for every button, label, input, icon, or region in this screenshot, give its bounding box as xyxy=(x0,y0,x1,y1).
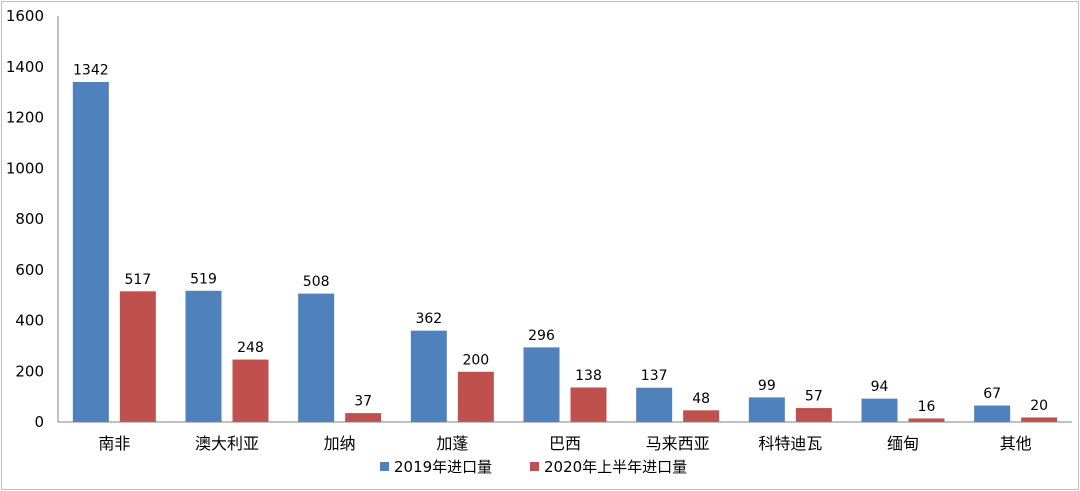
data-label: 519 xyxy=(190,271,217,287)
y-tick-label: 800 xyxy=(15,210,44,228)
legend-entry: 2020年上半年进口量 xyxy=(544,458,687,476)
x-tick-label: 马来西亚 xyxy=(646,434,710,453)
data-label: 1342 xyxy=(73,62,109,78)
data-label: 248 xyxy=(237,340,264,356)
x-axis: 南非 澳大利亚 加纳 加蓬 巴西 马来西亚 科特迪瓦 缅甸 其他 xyxy=(58,421,1072,453)
legend-entry: 2019年进口量 xyxy=(394,458,492,476)
bar-2019 xyxy=(747,396,786,423)
bar-2020h1 xyxy=(456,370,495,423)
x-tick-label: 巴西 xyxy=(549,434,581,453)
y-tick-label: 1000 xyxy=(6,159,44,177)
x-tick-label: 加纳 xyxy=(324,434,356,453)
y-tick-label: 400 xyxy=(15,312,44,330)
bar-2020h1 xyxy=(118,290,157,423)
bar-2020h1 xyxy=(1020,416,1059,423)
y-tick-label: 1200 xyxy=(6,109,44,127)
data-label: 517 xyxy=(124,272,151,288)
legend-swatch xyxy=(530,462,539,471)
data-label: 67 xyxy=(983,386,1001,402)
y-tick-label: 600 xyxy=(15,261,44,279)
data-label: 48 xyxy=(692,391,710,407)
y-tick-label: 200 xyxy=(15,362,44,380)
bar-2019 xyxy=(297,292,336,423)
y-tick-label: 0 xyxy=(34,413,44,431)
data-label: 37 xyxy=(354,394,372,410)
x-tick-label: 缅甸 xyxy=(887,434,919,453)
y-axis: 0 200 400 600 800 1000 1200 1400 1600 xyxy=(6,7,59,431)
data-label: 508 xyxy=(303,274,330,290)
data-label: 138 xyxy=(575,368,602,384)
bar-2020h1 xyxy=(344,412,383,423)
bar-2019 xyxy=(184,289,223,423)
data-label: 200 xyxy=(462,352,489,368)
y-tick-label: 1400 xyxy=(6,58,44,76)
bar-2020h1 xyxy=(569,386,608,423)
data-label: 137 xyxy=(641,368,668,384)
data-label: 99 xyxy=(758,378,776,394)
bar-2020h1 xyxy=(231,358,270,423)
data-label: 16 xyxy=(918,399,936,415)
legend-swatch xyxy=(380,462,389,471)
data-label: 362 xyxy=(415,311,442,327)
data-label: 57 xyxy=(805,389,823,405)
bar-2019 xyxy=(635,386,674,423)
bar-2020h1 xyxy=(682,409,721,423)
data-label: 296 xyxy=(528,328,555,344)
bar-2020h1 xyxy=(794,407,833,423)
data-label: 94 xyxy=(871,379,889,395)
legend: 2019年进口量 2020年上半年进口量 xyxy=(380,458,687,476)
bar-2019 xyxy=(522,346,561,423)
bar-2019 xyxy=(973,404,1012,423)
x-tick-label: 澳大利亚 xyxy=(195,434,259,453)
bar-2019 xyxy=(409,329,448,423)
y-tick-label: 1600 xyxy=(6,7,44,25)
bars: 1342 517 519 248 508 37 362 200 296 138 137 48 99 57 9… xyxy=(71,62,1059,423)
x-tick-label: 加蓬 xyxy=(436,434,468,453)
x-tick-label: 科特迪瓦 xyxy=(758,434,822,453)
data-label: 20 xyxy=(1030,398,1048,414)
x-tick-label: 南非 xyxy=(98,434,130,453)
x-tick-label: 其他 xyxy=(1000,434,1032,453)
bar-2020h1 xyxy=(907,417,946,423)
bar-2019 xyxy=(860,397,899,423)
bar-2019 xyxy=(71,80,110,423)
